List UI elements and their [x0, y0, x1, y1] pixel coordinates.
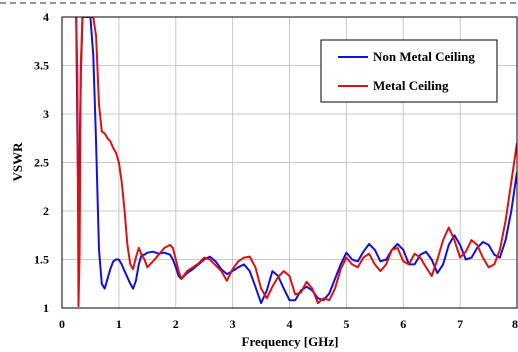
x-tick-labels: 0 1 2 3 4 5 6 7 8	[59, 317, 518, 331]
legend: Non Metal Ceiling Metal Ceiling	[320, 39, 498, 103]
y-tick-label: 1.5	[34, 253, 49, 267]
y-tick-label: 2	[43, 204, 49, 218]
x-tick-label: 7	[457, 317, 463, 331]
y-tick-label: 2.5	[34, 156, 49, 170]
y-tick-label: 3	[43, 107, 49, 121]
x-tick-label: 1	[116, 317, 122, 331]
x-tick-label: 3	[230, 317, 236, 331]
x-axis-title: Frequency [GHz]	[242, 334, 339, 349]
x-tick-label: 4	[287, 317, 293, 331]
y-axis-title: VSWR	[10, 142, 25, 182]
legend-label-non-metal: Non Metal Ceiling	[373, 49, 475, 64]
x-tick-label: 6	[400, 317, 406, 331]
legend-box	[320, 39, 498, 103]
series-line-metal-ceiling	[75, 17, 517, 308]
y-tick-label: 4	[43, 10, 49, 24]
y-tick-labels: 1 1.5 2 2.5 3 3.5 4	[34, 10, 49, 315]
series-line-non-metal-ceiling	[75, 17, 517, 305]
y-tick-label: 3.5	[34, 59, 49, 73]
legend-label-metal: Metal Ceiling	[373, 78, 449, 93]
x-tick-label: 0	[59, 317, 65, 331]
plot-frame	[61, 16, 518, 309]
series-lines	[75, 17, 517, 308]
x-tick-label: 8	[512, 317, 518, 331]
x-tick-label: 5	[343, 317, 349, 331]
y-tick-label: 1	[43, 301, 49, 315]
x-tick-label: 2	[173, 317, 179, 331]
